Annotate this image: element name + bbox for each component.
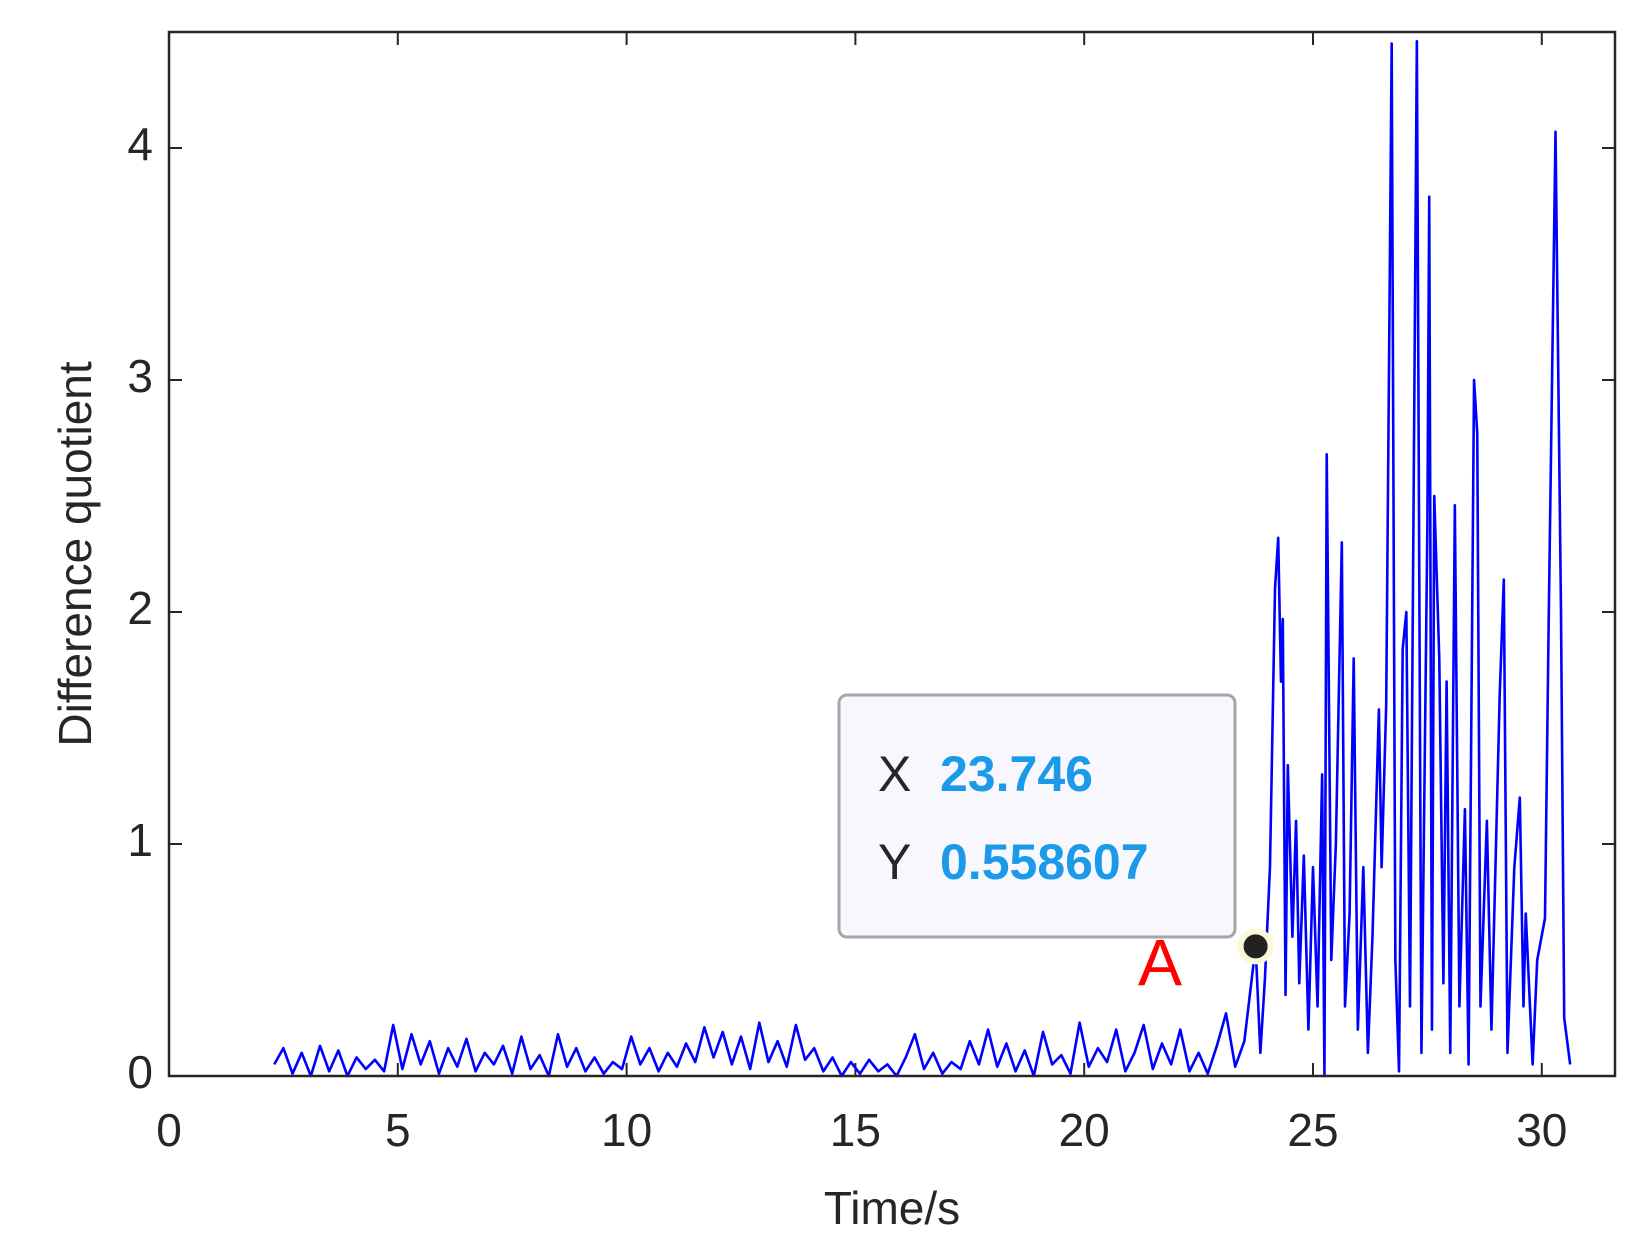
y-axis-label: Difference quotient	[49, 361, 101, 747]
x-tick-label: 5	[385, 1104, 411, 1156]
datatip-y-name: Y	[878, 834, 911, 890]
annotation-label: A	[1138, 925, 1182, 999]
axes-box	[167, 30, 1617, 1078]
datatip-box	[837, 693, 1237, 939]
datatip-marker	[1237, 928, 1274, 965]
x-tick-label: 20	[1059, 1104, 1110, 1156]
x-tick-label: 10	[601, 1104, 652, 1156]
datatip: X 23.746 Y 0.558607	[837, 693, 1237, 939]
x-tick-label: 0	[156, 1104, 182, 1156]
y-tick-label: 4	[127, 118, 153, 170]
datatip-x-value: 23.746	[940, 746, 1093, 802]
x-tick-label: 25	[1287, 1104, 1338, 1156]
y-tick-label: 2	[127, 582, 153, 634]
y-tick-label: 0	[127, 1046, 153, 1098]
y-tick-label: 3	[127, 350, 153, 402]
datatip-y-value: 0.558607	[940, 834, 1149, 890]
x-tick-label: 30	[1516, 1104, 1567, 1156]
x-tick-label: 15	[830, 1104, 881, 1156]
data-line	[273, 39, 1572, 1078]
y-tick-label: 1	[127, 814, 153, 866]
x-axis-label: Time/s	[824, 1182, 960, 1234]
datatip-x-name: X	[878, 746, 911, 802]
